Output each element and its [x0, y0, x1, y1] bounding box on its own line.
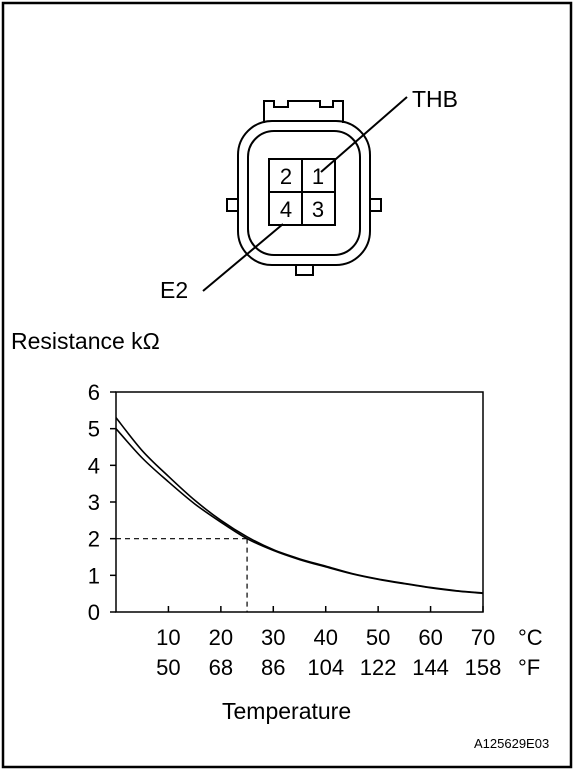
x-tick-label-fahrenheit: 144 — [412, 655, 449, 680]
x-tick-label-fahrenheit: 68 — [209, 655, 233, 680]
pin-1-label: 1 — [312, 164, 324, 189]
e2-leader-line — [202, 223, 284, 292]
y-tick-label: 5 — [88, 417, 100, 442]
y-axis-ticks: 0 1 2 3 4 5 6 — [88, 380, 116, 625]
y-tick-label: 0 — [88, 600, 100, 625]
x-tick-label-celsius: 10 — [156, 625, 180, 650]
x-tick-label-fahrenheit: 158 — [465, 655, 502, 680]
thb-terminal-label: THB — [412, 86, 458, 112]
connector-diagram — [202, 96, 408, 292]
x-axis-ticks: 10 50 20 68 30 86 40 104 50 122 60 144 70 158 — [156, 606, 501, 680]
x-tick-label-celsius: 60 — [418, 625, 442, 650]
x-tick-label-celsius: 50 — [366, 625, 390, 650]
x-tick-label-fahrenheit: 104 — [307, 655, 344, 680]
y-tick-label: 3 — [88, 490, 100, 515]
lower-limit-curve — [115, 428, 484, 595]
y-tick-label: 1 — [88, 563, 100, 588]
y-tick-label: 6 — [88, 380, 100, 405]
x-tick-label-celsius: 70 — [471, 625, 495, 650]
y-tick-label: 4 — [88, 453, 100, 478]
x-tick-label-fahrenheit: 86 — [261, 655, 285, 680]
e2-terminal-label: E2 — [160, 277, 189, 303]
x-axis-label: Temperature — [222, 698, 352, 724]
x-unit-celsius: °C — [518, 625, 543, 650]
connector-pin-labels: 2 1 4 3 — [280, 164, 324, 222]
figure-code: A125629E03 — [474, 736, 550, 751]
x-tick-label-celsius: 30 — [261, 625, 285, 650]
reference-lines — [116, 538, 248, 612]
x-unit-fahrenheit: °F — [518, 655, 540, 680]
pin-3-label: 3 — [312, 197, 324, 222]
x-tick-label-fahrenheit: 50 — [156, 655, 180, 680]
plot-area — [115, 391, 484, 613]
upper-limit-curve — [115, 417, 484, 594]
thb-leader-line — [320, 96, 408, 173]
x-tick-label-celsius: 40 — [313, 625, 337, 650]
y-axis-label: Resistance kΩ — [11, 328, 160, 354]
x-tick-label-fahrenheit: 122 — [360, 655, 397, 680]
pin-4-label: 4 — [280, 197, 292, 222]
x-tick-label-celsius: 20 — [209, 625, 233, 650]
pin-2-label: 2 — [280, 164, 292, 189]
y-tick-label: 2 — [88, 527, 100, 552]
resistance-chart: 0 1 2 3 4 5 6 10 50 20 68 30 86 40 104 50 122 60 144 70 158… — [88, 380, 543, 680]
series-layer — [115, 417, 484, 595]
